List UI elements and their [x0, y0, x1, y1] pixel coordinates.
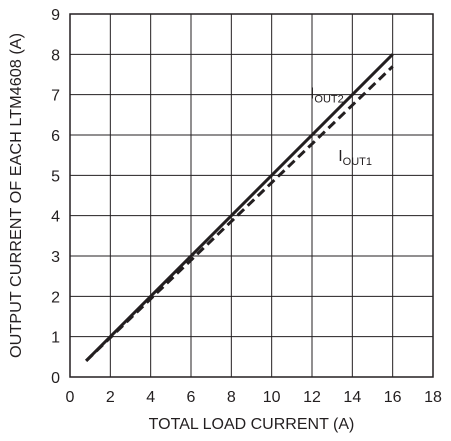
x-tick-label: 18 — [424, 389, 442, 406]
series-line-iout1 — [85, 65, 394, 362]
y-tick-labels: 0 1 2 3 4 5 6 7 8 9 — [51, 7, 60, 387]
series-labels: IOUT2 IOUT1 — [310, 86, 372, 169]
y-tick-label: 9 — [51, 7, 60, 24]
series-label-iout2: IOUT2 — [310, 86, 344, 106]
x-tick-label: 2 — [106, 389, 115, 406]
x-tick-label: 12 — [303, 389, 321, 406]
x-axis-label: TOTAL LOAD CURRENT (A) — [149, 416, 355, 433]
x-tick-label: 8 — [227, 389, 236, 406]
y-tick-label: 0 — [51, 370, 60, 387]
x-tick-label: 4 — [146, 389, 155, 406]
series-label-iout1: IOUT1 — [338, 148, 372, 168]
y-tick-label: 7 — [51, 88, 60, 105]
series-line-iout2 — [85, 53, 394, 362]
y-tick-label: 2 — [51, 289, 60, 306]
x-tick-label: 10 — [263, 389, 281, 406]
y-axis-label: OUTPUT CURRENT OF EACH LTM4608 (A) — [8, 33, 25, 358]
plot-frame — [69, 13, 434, 378]
y-tick-label: 6 — [51, 128, 60, 145]
y-tick-label: 4 — [51, 209, 60, 226]
x-tick-label: 0 — [66, 389, 75, 406]
x-tick-label: 6 — [187, 389, 196, 406]
series-layer — [85, 53, 394, 362]
x-tick-label: 16 — [384, 389, 402, 406]
y-tick-label: 3 — [51, 249, 60, 266]
x-tick-labels: 0 2 4 6 8 10 12 14 16 18 — [66, 389, 442, 406]
x-tick-label: 14 — [343, 389, 361, 406]
y-tick-label: 8 — [51, 47, 60, 64]
y-tick-label: 1 — [51, 330, 60, 347]
y-tick-label: 5 — [51, 168, 60, 185]
